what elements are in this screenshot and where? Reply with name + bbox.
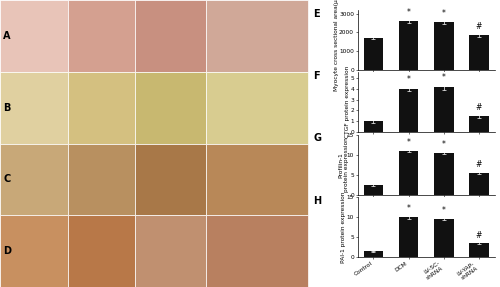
Text: #: # [476, 103, 482, 112]
Text: C: C [3, 174, 10, 184]
Text: *: * [442, 206, 446, 215]
Text: #: # [476, 160, 482, 169]
Bar [206, 0, 308, 72]
Bar [470, 243, 489, 257]
Bar [470, 116, 489, 132]
Bar [136, 144, 206, 215]
Bar [364, 38, 383, 70]
Bar [68, 144, 136, 215]
Y-axis label: PAI-1 protein expression: PAI-1 protein expression [342, 191, 346, 263]
Text: *: * [406, 138, 410, 147]
Text: *: * [442, 9, 446, 18]
Bar [364, 251, 383, 257]
Text: *: * [406, 204, 410, 213]
Bar [0, 0, 68, 72]
Text: D: D [3, 246, 11, 256]
Text: *: * [442, 140, 446, 149]
Y-axis label: Profilin-1
protein expression: Profilin-1 protein expression [338, 137, 349, 192]
Bar [0, 215, 68, 287]
Text: *: * [442, 73, 446, 82]
Bar [68, 0, 136, 72]
Text: *: * [406, 75, 410, 84]
Text: E: E [314, 9, 320, 19]
Bar [136, 215, 206, 287]
Bar [68, 215, 136, 287]
Bar [470, 173, 489, 195]
Bar [206, 72, 308, 144]
Bar [434, 88, 454, 132]
Bar [206, 215, 308, 287]
Text: A: A [3, 31, 10, 41]
Text: #: # [476, 22, 482, 31]
Bar [434, 219, 454, 257]
Bar [399, 151, 418, 195]
Y-axis label: Myocyte cross sectional area(μm²): Myocyte cross sectional area(μm²) [333, 0, 339, 91]
Bar [399, 217, 418, 257]
Text: #: # [476, 231, 482, 240]
Bar [434, 153, 454, 195]
Bar [68, 72, 136, 144]
Text: *: * [406, 8, 410, 17]
Bar [470, 35, 489, 70]
Bar [399, 21, 418, 70]
Bar [364, 121, 383, 132]
Text: F: F [314, 71, 320, 81]
Bar [136, 72, 206, 144]
Bar [399, 89, 418, 132]
Y-axis label: CTGF protein expression: CTGF protein expression [345, 66, 350, 138]
Bar [364, 185, 383, 195]
Text: G: G [314, 133, 322, 144]
Text: B: B [3, 103, 10, 113]
Bar [0, 72, 68, 144]
Text: H: H [314, 196, 322, 206]
Bar [434, 22, 454, 70]
Bar [0, 144, 68, 215]
Bar [206, 144, 308, 215]
Bar [136, 0, 206, 72]
